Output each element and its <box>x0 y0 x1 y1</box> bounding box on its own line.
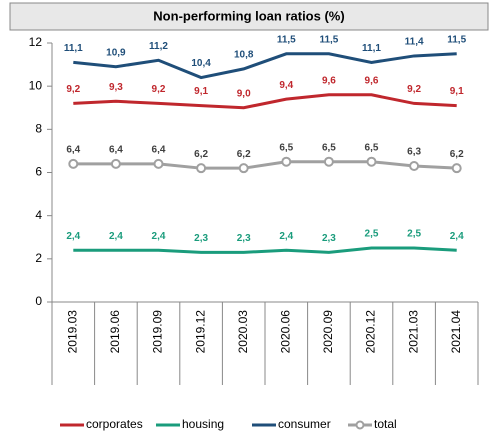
value-label: 9,1 <box>194 86 208 97</box>
value-label: 11,1 <box>64 43 83 54</box>
x-tick-label: 2020.03 <box>236 310 250 354</box>
point-marker <box>238 163 249 174</box>
value-label: 6,3 <box>407 147 421 158</box>
value-label: 11,1 <box>362 43 381 54</box>
x-tick-label: 2019.06 <box>108 310 122 354</box>
value-label: 11,5 <box>319 34 338 45</box>
value-label: 9,3 <box>109 82 123 93</box>
value-label: 6,2 <box>450 149 464 160</box>
value-label: 9,6 <box>322 75 336 86</box>
value-label: 2,3 <box>322 233 336 244</box>
value-label: 9,2 <box>66 84 80 95</box>
value-label: 2,5 <box>407 229 421 240</box>
value-label: 2,4 <box>66 231 80 242</box>
series-line <box>73 160 457 170</box>
value-label: 2,3 <box>237 233 251 244</box>
value-label: 9,6 <box>365 75 379 86</box>
point-marker <box>281 156 292 167</box>
x-tick-label: 2019.12 <box>193 310 207 354</box>
series-line <box>73 52 457 80</box>
value-label: 11,5 <box>277 34 296 45</box>
point-marker <box>68 158 79 169</box>
legend-label: housing <box>182 417 224 431</box>
value-label: 9,2 <box>407 84 421 95</box>
x-tick-label: 2020.12 <box>364 310 378 354</box>
value-label: 2,4 <box>109 231 123 242</box>
value-label: 10,9 <box>106 47 126 58</box>
x-tick-label: 2019.09 <box>151 310 165 354</box>
value-label: 6,5 <box>279 142 293 153</box>
value-label: 9,0 <box>237 88 251 99</box>
legend-label: total <box>374 417 397 431</box>
y-tick-label: 12 <box>29 35 43 49</box>
series-line <box>73 93 457 110</box>
point-marker <box>110 158 121 169</box>
y-tick-label: 2 <box>35 251 42 265</box>
point-marker <box>196 163 207 174</box>
value-label: 10,4 <box>191 58 211 69</box>
y-tick-label: 8 <box>35 122 42 136</box>
value-label: 2,5 <box>365 229 379 240</box>
legend-label: corporates <box>86 417 143 431</box>
title-box <box>9 2 489 31</box>
value-label: 2,4 <box>279 231 293 242</box>
value-label: 6,5 <box>365 142 379 153</box>
value-label: 2,4 <box>152 231 166 242</box>
x-tick-label: 2021.03 <box>406 310 420 354</box>
value-label: 2,4 <box>450 231 464 242</box>
chart-title: Non-performing loan ratios (%) <box>153 8 344 23</box>
value-label: 11,2 <box>149 41 168 52</box>
y-tick-label: 0 <box>35 294 42 308</box>
x-tick-label: 2020.09 <box>321 310 335 354</box>
point-marker <box>153 158 164 169</box>
value-label: 6,2 <box>237 149 251 160</box>
point-marker <box>409 161 420 172</box>
legend-marker <box>355 420 365 430</box>
value-label: 6,5 <box>322 142 336 153</box>
y-tick-label: 10 <box>29 78 43 92</box>
x-tick-label: 2019.03 <box>65 310 79 354</box>
value-label: 2,3 <box>194 233 208 244</box>
legend-label: consumer <box>278 417 331 431</box>
x-tick-label: 2020.06 <box>278 310 292 354</box>
point-marker <box>366 156 377 167</box>
value-label: 9,1 <box>450 86 464 97</box>
value-label: 6,2 <box>194 149 208 160</box>
y-tick-label: 6 <box>35 165 42 179</box>
point-marker <box>451 163 462 174</box>
y-tick-label: 4 <box>35 208 42 222</box>
value-label: 6,4 <box>152 145 166 156</box>
point-marker <box>323 156 334 167</box>
value-label: 6,4 <box>66 145 80 156</box>
value-label: 11,4 <box>405 37 424 48</box>
value-label: 9,4 <box>279 80 293 91</box>
value-label: 11,5 <box>447 34 466 45</box>
x-tick-label: 2021.04 <box>449 310 463 354</box>
value-label: 10,8 <box>234 50 254 61</box>
series-line <box>73 246 457 254</box>
value-label: 6,4 <box>109 145 123 156</box>
value-label: 9,2 <box>152 84 166 95</box>
